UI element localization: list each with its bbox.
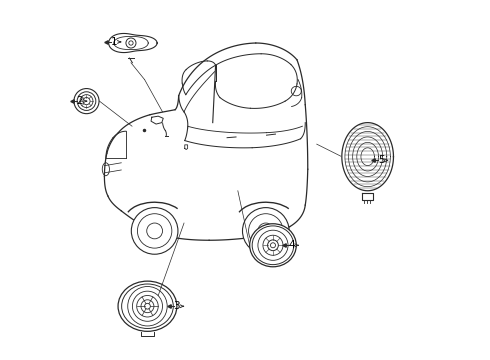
Ellipse shape [250, 224, 296, 267]
Text: 4: 4 [288, 240, 295, 250]
Polygon shape [362, 193, 373, 201]
Circle shape [243, 208, 289, 254]
Text: 2: 2 [77, 96, 83, 106]
Text: 1: 1 [111, 37, 118, 47]
Polygon shape [151, 116, 163, 124]
Circle shape [131, 208, 178, 254]
Text: 5: 5 [378, 155, 385, 165]
Polygon shape [342, 123, 393, 191]
Polygon shape [109, 33, 157, 53]
Text: 3: 3 [173, 301, 180, 311]
